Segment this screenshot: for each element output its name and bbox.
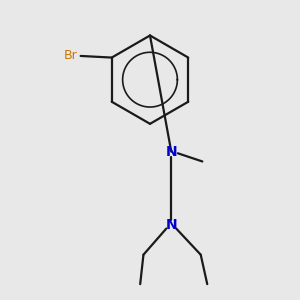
Text: Br: Br <box>64 50 77 62</box>
Text: N: N <box>166 145 177 159</box>
Text: N: N <box>166 218 177 232</box>
